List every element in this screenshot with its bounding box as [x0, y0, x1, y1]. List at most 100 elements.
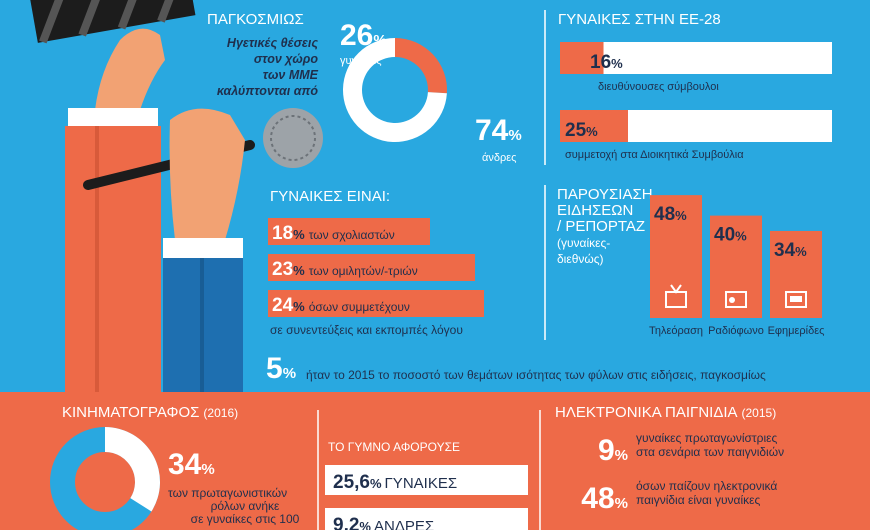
news-value-part: 34	[774, 240, 796, 261]
global-text-part: στον χώρο	[254, 52, 319, 66]
games-value: 9%	[598, 434, 628, 467]
games-text: στα σενάρια των παιγνιδιών	[636, 445, 784, 459]
women-are-title-part: ΓΥΝΑΙΚΕΣ ΕΙΝΑΙ:	[270, 188, 390, 205]
cinema-text: ρόλων ανήκε	[211, 499, 280, 513]
icon-antenna	[670, 284, 682, 294]
women-are-item-part: των ομιλητών/-τριών	[309, 264, 418, 278]
eu-title: ΓΥΝΑΙΚΕΣ ΣΤΗΝ ΕΕ-28	[558, 11, 721, 28]
global-text-part: Ηγετικές θέσεις	[227, 36, 318, 50]
women-are-item: 23% των ομιλητών/-τριών	[272, 259, 418, 280]
donut-women	[395, 37, 448, 94]
news-label: Τηλεόραση	[649, 325, 703, 337]
women-value: 26%	[340, 19, 387, 52]
cinema-arc	[105, 427, 161, 512]
games-text-part: γυναίκες πρωταγωνίστριες	[636, 431, 777, 445]
women-are-bar	[268, 290, 484, 317]
cinema-value-part: %	[201, 461, 214, 478]
cinema-title: ΚΙΝΗΜΑΤΟΓΡΑΦΟΣ (2016)	[62, 404, 238, 421]
eu-value-part: 25	[565, 120, 587, 141]
women-are-item-part: όσων συμμετέχουν	[309, 300, 410, 314]
eu-bar-bg	[560, 42, 832, 74]
cinema-text-part: σε γυναίκες στις 100	[191, 512, 300, 526]
icon-body	[785, 291, 807, 308]
news-value-part: 40	[714, 225, 735, 246]
news-label-part: Τηλεόραση	[649, 325, 703, 337]
news-label-part: Ραδιόφωνο	[708, 325, 764, 337]
cinema-text-part: των πρωταγωνιστικών	[168, 486, 287, 500]
icon-speaker	[729, 297, 735, 303]
eu-label-part: διευθύνουσες σύμβουλοι	[598, 81, 719, 93]
women-are-item-part: 23	[272, 259, 293, 280]
icon-body	[725, 291, 747, 308]
nudity-item-part: 25,6	[333, 472, 370, 493]
cinema-text: σε γυναίκες στις 100	[191, 512, 300, 526]
women-are-title: ΓΥΝΑΙΚΕΣ ΕΙΝΑΙ:	[270, 188, 390, 205]
women-are-bar	[268, 254, 475, 281]
women-value-part: %	[373, 32, 386, 49]
news-value: 40%	[714, 225, 747, 246]
media-icon	[665, 284, 687, 308]
equality-value-part: 5	[266, 352, 283, 385]
women-are-item-part: 18	[272, 223, 293, 244]
women-are-bar	[268, 218, 430, 245]
news-value-part: %	[795, 244, 807, 259]
women-are-item-part: των σχολιαστών	[309, 228, 395, 242]
games-text: παιγνίδια είναι γυναίκες	[636, 493, 760, 507]
nudity-item-part: ΑΝΔΡΕΣ	[374, 518, 434, 530]
global-text-part: των ΜΜΕ	[263, 68, 319, 82]
nudity-item-part: ΓΥΝΑΙΚΕΣ	[385, 475, 458, 492]
eu-bar	[560, 110, 628, 142]
news-value: 48%	[654, 204, 687, 225]
news-title: ΕΙΔΗΣΕΩΝ	[557, 202, 633, 219]
games-title: ΗΛΕΚΤΡΟΝΙΚΑ ΠΑΙΓΝΙΔΙΑ (2015)	[555, 404, 776, 421]
women-are-item-part: %	[293, 227, 305, 242]
eu-value-part: %	[586, 124, 598, 139]
separators	[317, 10, 546, 530]
men-label-part: άνδρες	[482, 152, 516, 164]
news-bar	[770, 230, 822, 318]
games-text-part: όσων παίζουν ηλεκτρονικά	[636, 479, 777, 493]
media-icon	[785, 291, 807, 308]
women-are-item-part: %	[293, 263, 305, 278]
news-title: διεθνώς)	[557, 252, 604, 266]
global-text: των ΜΜΕ	[263, 68, 319, 82]
women-are-item: 18% των σχολιαστών	[272, 223, 395, 244]
equality-text: ήταν το 2015 το ποσοστό των θεμάτων ισότ…	[306, 368, 766, 382]
news-value-part: 48	[654, 204, 675, 225]
cinema-title-part: ΚΙΝΗΜΑΤΟΓΡΑΦΟΣ	[62, 404, 199, 421]
equality-text-part: ήταν το 2015 το ποσοστό των θεμάτων ισότ…	[306, 368, 766, 382]
women-are-item: 24% όσων συμμετέχουν	[272, 295, 410, 316]
global-title: ΠΑΓΚΟΣΜΙΩΣ	[207, 11, 304, 28]
games-title-part: ΗΛΕΚΤΡΟΝΙΚΑ ΠΑΙΓΝΙΔΙΑ	[555, 404, 738, 421]
icon-photo	[790, 296, 802, 302]
news-title: ΠΑΡΟΥΣΙΑΣΗ	[557, 186, 653, 203]
news-value-part: %	[735, 229, 747, 244]
eu-value: 16%	[590, 52, 623, 73]
eu-label-part: συμμετοχή στα Διοικητικά Συμβούλια	[565, 149, 744, 161]
games-value-part: 9	[598, 434, 615, 467]
donut-men	[343, 38, 447, 142]
equality-value: 5%	[266, 352, 296, 385]
men-value-part: %	[508, 127, 521, 144]
games-value-part: 48	[581, 482, 614, 515]
men-value-part: 74	[475, 114, 509, 147]
media-icon	[725, 291, 747, 308]
games-text: γυναίκες πρωταγωνίστριες	[636, 431, 777, 445]
nudity-title-part: ΤΟ ΓΥΜΝΟ ΑΦΟΡΟΥΣΕ	[328, 440, 460, 454]
nudity-item: 9,2% ΑΝΔΡΕΣ	[333, 515, 434, 530]
global-text: καλύπτονται από	[217, 84, 319, 98]
games-text-part: στα σενάρια των παιγνιδιών	[636, 445, 784, 459]
men-value: 74%	[475, 114, 522, 147]
global-text-part: καλύπτονται από	[217, 84, 319, 98]
cinema-text: των πρωταγωνιστικών	[168, 486, 287, 500]
news-label-part: Εφημερίδες	[768, 325, 825, 337]
games-value-part: %	[615, 447, 628, 464]
women-are-continuation: σε συνεντεύξεις και εκπομπές λόγου	[270, 323, 463, 337]
eu-title-part: ΓΥΝΑΙΚΕΣ ΣΤΗΝ ΕΕ-28	[558, 11, 721, 28]
global-text: Ηγετικές θέσεις	[227, 36, 318, 50]
women-label-part: γυναίκες	[340, 55, 382, 67]
nudity-box	[325, 465, 528, 495]
nudity-item-part: 9,2	[333, 515, 359, 530]
news-bar	[710, 215, 762, 318]
